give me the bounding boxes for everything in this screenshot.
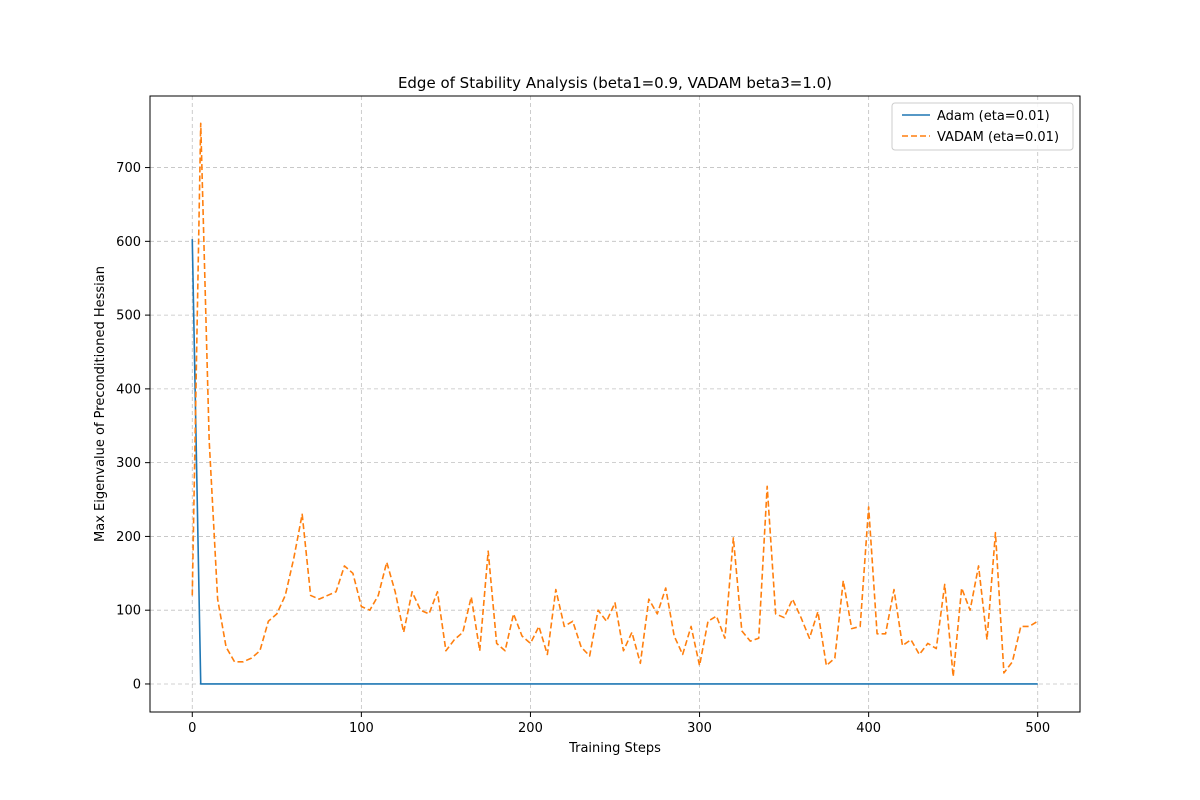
- y-tick-label: 500: [116, 309, 141, 324]
- y-tick-label: 200: [116, 530, 141, 545]
- x-tick-label: 500: [1025, 721, 1050, 736]
- x-axis-ticks: 0 100 200 300 400 500: [188, 712, 1050, 736]
- legend-label-vadam: VADAM (eta=0.01): [937, 130, 1059, 145]
- x-tick-label: 400: [856, 721, 881, 736]
- x-tick-label: 100: [349, 721, 374, 736]
- y-tick-label: 100: [116, 604, 141, 619]
- y-axis-ticks: 0 100 200 300 400 500 600 700: [116, 161, 150, 692]
- legend-box: [891, 102, 1074, 151]
- y-tick-label: 600: [116, 235, 141, 250]
- x-tick-label: 200: [518, 721, 543, 736]
- y-tick-label: 700: [116, 161, 141, 176]
- series-layer: [191, 122, 1039, 685]
- series-line-adam: [191, 239, 1038, 685]
- y-tick-label: 400: [116, 382, 141, 397]
- series-line-vadam: [191, 122, 1039, 678]
- legend-label-adam: Adam (eta=0.01): [937, 109, 1050, 124]
- legend: Adam (eta=0.01) VADAM (eta=0.01): [891, 102, 1074, 151]
- y-tick-label: 0: [133, 677, 141, 692]
- x-tick-label: 0: [188, 721, 196, 736]
- x-tick-label: 300: [687, 721, 712, 736]
- chart-title: Edge of Stability Analysis (beta1=0.9, V…: [398, 74, 832, 92]
- x-axis-label: Training Steps: [568, 741, 661, 756]
- y-axis-label: Max Eigenvalue of Preconditioned Hessian: [93, 266, 108, 542]
- plot-frame: [149, 95, 1081, 713]
- y-tick-label: 300: [116, 456, 141, 471]
